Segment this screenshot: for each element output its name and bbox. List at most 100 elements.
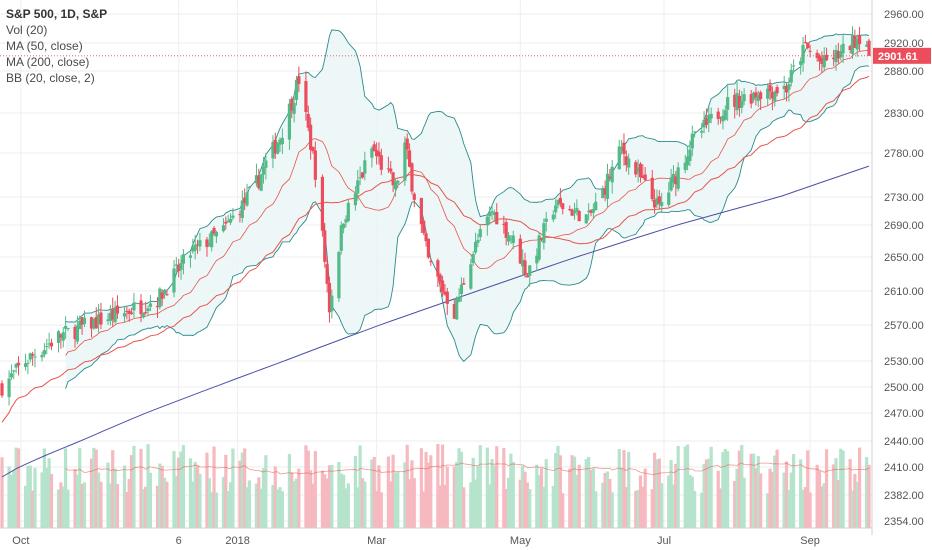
y-tick-label: 2690.00 [884,220,924,232]
candle-body [330,295,334,312]
candle-body [49,342,54,347]
volume-bar [539,468,544,528]
candle-body [26,362,30,364]
x-axis[interactable]: Oct 6 2018 Mar May Jul Sep [0,527,872,547]
y-axis[interactable]: 2960.00 2920.00 2880.00 2830.00 2780.00 2730.… [871,0,932,550]
candle-body [155,305,160,308]
candle-body [370,148,374,158]
volume-bar [551,485,555,528]
volume-bar [89,458,94,528]
volume-bar [75,474,79,528]
volume-ma-path [65,462,870,476]
indicator-ma50[interactable]: MA (50, close) [6,39,83,53]
candle-body [195,244,200,246]
volume-bar [146,444,150,528]
candle-body [723,110,727,120]
volume-bar [339,473,343,528]
candle-body [276,143,280,154]
candle-body [375,150,379,157]
candle-body [839,51,843,58]
volume-bar [80,484,84,528]
volume-bar [16,448,21,528]
volume-bar [476,466,480,528]
candle-body [172,268,176,293]
volume-bar [504,488,508,528]
volume-bar [683,446,687,528]
volume-bar [214,492,218,528]
candle-body [174,264,178,266]
volume-bar [502,447,506,528]
volume-bar [141,489,145,528]
volume-bar [238,460,242,528]
volume-bar [789,472,793,528]
candle-body [799,61,803,65]
volume-bar [155,485,160,528]
volume-bar [125,492,129,528]
volume-bar [511,461,515,528]
volume-bar [327,465,332,528]
indicator-ma200[interactable]: MA (200, close) [6,55,90,69]
candle-body [205,239,209,248]
volume-bar [492,465,496,528]
candle-body [749,94,753,104]
candle-body [561,203,565,210]
indicator-volume[interactable]: Vol (20) [6,23,48,37]
volume-bar [841,450,845,528]
candle-body [23,363,28,367]
volume-bar [575,474,579,528]
candle-body [191,247,195,252]
volume-bar [535,464,539,528]
volume-bar [440,444,445,528]
candle-body [587,210,591,212]
volume-bar [179,451,183,528]
candle-body [528,265,532,276]
volume-bar [306,450,310,528]
candle-body [238,214,242,216]
volume-bar [9,474,14,528]
candle-body [523,260,527,275]
candle-body [471,254,475,263]
candle-body [556,199,560,206]
volume-bar [674,463,678,528]
candle-body [342,223,346,229]
candle-body [436,260,440,277]
volume-bar [775,449,779,528]
candle-body [12,370,16,372]
candle-body [853,35,857,48]
candle-body [544,218,548,222]
candle-body [702,119,706,128]
volume-bar [850,490,855,528]
candle-body [287,103,292,140]
volume-bar [832,464,836,528]
candle-body [424,233,428,242]
volume-bar [853,473,857,528]
volume-bar [174,476,178,528]
bb-lower [65,65,870,389]
symbol-title[interactable]: S&P 500, 1D, S&P [6,7,108,21]
volume-bar [424,451,428,528]
volume-bar [704,459,709,528]
candle-body [782,85,786,90]
candle-body [405,138,409,150]
candle-body [690,133,694,149]
candle-body [96,314,101,324]
x-tick-label: Mar [367,535,386,547]
candle-body [386,168,390,170]
volume-bar [506,477,511,528]
candle-body [160,292,164,299]
candle-body [16,362,21,366]
volume-bar [558,455,562,528]
candle-body [591,209,595,213]
y-tick-label: 2500.00 [884,382,924,394]
candle-body [158,288,162,308]
volume-bar [59,482,63,528]
volume-bar [410,460,414,528]
candle-body [636,167,640,173]
y-tick-label: 2440.00 [884,436,924,448]
candle-body [653,199,657,208]
candle-body [511,235,515,244]
candle-body [617,146,621,170]
indicator-bb[interactable]: BB (20, close, 2) [6,71,95,85]
